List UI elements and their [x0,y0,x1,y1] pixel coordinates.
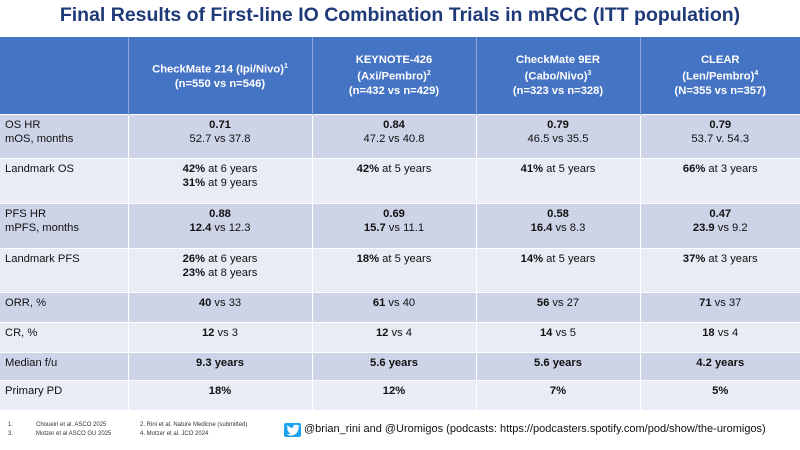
twitter-icon [284,423,301,437]
cell-cr-cm9er: 14 vs 5 [476,322,641,353]
row-label-orr: ORR, % [0,292,129,323]
cell-os-kn426: 0.84 47.2 vs 40.8 [312,114,477,159]
results-table: CheckMate 214 (Ipi/Nivo)1 (n=550 vs n=54… [0,37,800,410]
header-clear: CLEAR (Len/Pembro)4 (N=355 vs n=357) [640,37,800,115]
cell-cr-kn426: 12 vs 4 [312,322,477,353]
footnote-3: Motzer et al ASCO GU 2025 [36,431,112,437]
cell-cr-clear: 18 vs 4 [640,322,800,353]
cell-orr-kn426: 61 vs 40 [312,292,477,323]
row-landmark-pfs: Landmark PFS 26% at 6 years 23% at 8 yea… [0,248,800,293]
cell-pd-kn426: 12% [312,380,477,410]
cell-fu-cm9er: 5.6 years [476,352,641,381]
social-handle-text: @brian_rini and @Uromigos (podcasts: htt… [304,423,766,435]
cell-landmark-pfs-cm214: 26% at 6 years 23% at 8 years [128,248,313,293]
cell-os-cm9er: 0.79 46.5 vs 35.5 [476,114,641,159]
cell-fu-kn426: 5.6 years [312,352,477,381]
row-cr: CR, % 12 vs 3 12 vs 4 14 vs 5 18 vs 4 [0,322,800,353]
row-median-fu: Median f/u 9.3 years 5.6 years 5.6 years… [0,352,800,381]
footnote-1-num: 1. [8,422,14,428]
cell-pfs-kn426: 0.69 15.7 vs 11.1 [312,203,477,249]
footnote-1: Choueiri et al. ASCO 2025 [36,422,107,428]
header-checkmate9er: CheckMate 9ER (Cabo/Nivo)3 (n=323 vs n=3… [476,37,641,115]
row-label-landmark-pfs: Landmark PFS [0,248,129,293]
page-title: Final Results of First-line IO Combinati… [59,4,741,26]
cell-landmark-os-kn426: 42% at 5 years [312,158,477,204]
footnote-3-num: 3. [8,431,14,437]
cell-pd-clear: 5% [640,380,800,410]
row-label-primary-pd: Primary PD [0,380,129,410]
cell-landmark-pfs-cm9er: 14% at 5 years [476,248,641,293]
cell-landmark-pfs-kn426: 18% at 5 years [312,248,477,293]
row-primary-pd: Primary PD 18% 12% 7% 5% [0,380,800,410]
row-label-pfs: PFS HR mPFS, months [0,203,129,249]
cell-orr-clear: 71 vs 37 [640,292,800,323]
cell-landmark-os-cm9er: 41% at 5 years [476,158,641,204]
row-label-cr: CR, % [0,322,129,353]
row-orr: ORR, % 40 vs 33 61 vs 40 56 vs 27 71 vs … [0,292,800,323]
cell-landmark-os-cm214: 42% at 6 years 31% at 9 years [128,158,313,204]
header-checkmate214: CheckMate 214 (Ipi/Nivo)1 (n=550 vs n=54… [128,37,313,115]
cell-orr-cm9er: 56 vs 27 [476,292,641,323]
cell-cr-cm214: 12 vs 3 [128,322,313,353]
row-label-median-fu: Median f/u [0,352,129,381]
row-landmark-os: Landmark OS 42% at 6 years 31% at 9 year… [0,158,800,204]
cell-fu-clear: 4.2 years [640,352,800,381]
cell-os-cm214: 0.71 52.7 vs 37.8 [128,114,313,159]
cell-fu-cm214: 9.3 years [128,352,313,381]
cell-pd-cm9er: 7% [476,380,641,410]
footnote-4: 4. Motzer et al. JCO 2024 [140,431,209,437]
footnote-2: 2. Rini et al. Nature Medicne (submitted… [140,422,248,428]
row-os: OS HR mOS, months 0.71 52.7 vs 37.8 0.84 47… [0,114,800,159]
row-label-os: OS HR mOS, months [0,114,129,159]
header-keynote426: KEYNOTE-426 (Axi/Pembro)2 (n=432 vs n=42… [312,37,477,115]
cell-orr-cm214: 40 vs 33 [128,292,313,323]
cell-landmark-os-clear: 66% at 3 years [640,158,800,204]
cell-pfs-cm9er: 0.58 16.4 vs 8.3 [476,203,641,249]
cell-landmark-pfs-clear: 37% at 3 years [640,248,800,293]
header-corner [0,37,129,115]
cell-pd-cm214: 18% [128,380,313,410]
cell-os-clear: 0.79 53.7 v. 54.3 [640,114,800,159]
row-pfs: PFS HR mPFS, months 0.88 12.4 vs 12.3 0.6… [0,203,800,249]
cell-pfs-clear: 0.47 23.9 vs 9.2 [640,203,800,249]
cell-pfs-cm214: 0.88 12.4 vs 12.3 [128,203,313,249]
header-row: CheckMate 214 (Ipi/Nivo)1 (n=550 vs n=54… [0,37,800,115]
row-label-landmark-os: Landmark OS [0,158,129,204]
